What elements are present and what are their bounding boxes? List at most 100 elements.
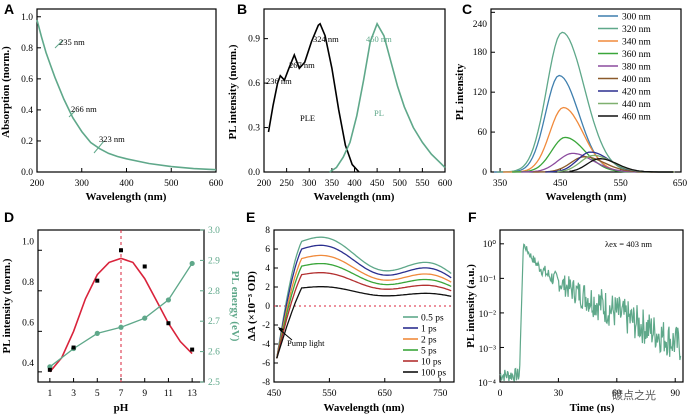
x-tick-label: 300 — [75, 179, 90, 189]
x-tick-label: 9 — [142, 389, 147, 399]
y-axis-title-e: ΔA (×10⁻³ OD) — [246, 271, 258, 341]
x-tick-label: 500 — [393, 179, 408, 189]
panel-f: F 0 30 60 90 10⁰ 10⁻¹ 10⁻² 10⁻³ 10⁻⁴ Tim… — [465, 209, 684, 414]
panel-a: A 200 300 400 500 600 0.0 0.2 0.4 0.6 0.… — [0, 1, 223, 203]
annotation-323: 323 nm — [99, 134, 125, 144]
x-tick-label: 60 — [612, 389, 622, 399]
annotation-leader — [68, 110, 76, 118]
legend-label: 460 nm — [622, 113, 651, 123]
y-tick-label: 0.8 — [21, 44, 33, 54]
y-tick-label: 10⁻⁴ — [478, 379, 497, 389]
x-tick-label: 300 — [302, 179, 317, 189]
pl-label: PL — [374, 108, 384, 118]
y-tick-label: 0.8 — [22, 278, 34, 288]
plot-frame-d — [37, 229, 205, 383]
y-tick-label: 10⁻² — [479, 310, 497, 320]
pl-line — [329, 21, 446, 173]
ticks-f — [499, 243, 676, 383]
excitation-label: λex = 403 nm — [605, 239, 652, 249]
intensity-point — [95, 278, 100, 283]
intensity-point — [142, 264, 147, 269]
x-tick-label: 550 — [415, 179, 430, 189]
y-tick-label: 0.6 — [21, 75, 33, 85]
transient-line — [276, 254, 452, 359]
y-tick-label: 1.0 — [22, 238, 34, 248]
legend-label: 340 nm — [622, 38, 651, 48]
legend-label: 320 nm — [622, 25, 651, 35]
x-tick-label: 200 — [257, 179, 272, 189]
transient-line — [276, 272, 452, 359]
x-tick-labels-f: 0 30 60 90 — [498, 389, 681, 399]
y-tick-label: 180 — [473, 48, 488, 58]
annotation-266: 266 nm — [71, 104, 97, 114]
absorption-line — [36, 19, 217, 171]
x-tick-label: 350 — [493, 179, 508, 189]
y-tick-label: 0.6 — [248, 79, 260, 89]
annotation-leader — [93, 140, 105, 154]
panel-label-c: C — [462, 1, 472, 17]
y-tick-label: 0 — [265, 302, 270, 312]
ticks-a — [36, 16, 217, 173]
annotation-324: 324 nm — [313, 34, 339, 44]
series-d — [47, 230, 195, 382]
y-tick-label: 0.0 — [21, 168, 33, 178]
y-tick-label: 0.0 — [248, 168, 260, 178]
y-tick-label: 6 — [265, 245, 270, 255]
y-axis-title-b: PL intensity (norm.) — [227, 44, 239, 139]
ple-line — [267, 22, 360, 173]
energy-point — [189, 260, 195, 267]
x-tick-label: 1 — [48, 389, 53, 399]
plot-frame-a — [36, 8, 217, 173]
legend-label: 0.5 ps — [421, 314, 444, 324]
x-tick-label: 550 — [613, 179, 628, 189]
x-tick-label: 400 — [119, 179, 134, 189]
y-tick-labels-a: 0.0 0.2 0.4 0.6 0.8 1.0 — [21, 13, 33, 178]
x-axis-title-b: Wavelength (nm) — [314, 191, 395, 203]
watermark-text: 碳点之光 — [612, 388, 656, 402]
y-axis-title-f: PL intensity (a.u.) — [465, 264, 477, 348]
intensity-point — [166, 321, 171, 326]
x-axis-title-d: pH — [114, 402, 129, 414]
panel-label-e: E — [246, 209, 255, 225]
x-tick-label: 30 — [554, 389, 564, 399]
legend-label: 380 nm — [622, 63, 651, 73]
x-tick-labels-d: 1 3 5 7 9 11 13 — [48, 389, 198, 399]
y-tick-label: 10⁻¹ — [479, 275, 497, 285]
y-tick-label: 0.4 — [22, 359, 34, 369]
y-tick-label: 0.9 — [248, 35, 260, 45]
x-tick-label: 400 — [347, 179, 362, 189]
y-tick-label: 10⁻³ — [479, 345, 497, 355]
x-axis-title-e: Wavelength (nm) — [324, 402, 405, 414]
annotation-450: 450 nm — [366, 34, 392, 44]
x-tick-labels-a: 200 300 400 500 600 — [30, 179, 224, 189]
y2-tick-label: 2.8 — [208, 287, 220, 297]
legend-label: 100 ps — [421, 369, 446, 379]
x-tick-label: 650 — [378, 389, 393, 399]
x-tick-label: 750 — [433, 389, 448, 399]
annotation-235: 235 nm — [59, 37, 85, 47]
y-tick-label: 60 — [478, 128, 488, 138]
intensity-point — [190, 347, 195, 352]
y-axis-title-c: PL intensity — [454, 63, 466, 120]
legend-c: 300 nm 320 nm 340 nm 360 nm 380 nm 400 nm 420 … — [598, 13, 651, 123]
y-tick-label: -8 — [262, 378, 270, 388]
intensity-point — [71, 345, 76, 350]
x-tick-label: 200 — [30, 179, 45, 189]
ticks-b — [263, 38, 446, 173]
y2-axis-title-d: PL energy (eV) — [229, 271, 241, 342]
panel-label-d: D — [4, 209, 14, 225]
ticks-d — [38, 229, 204, 383]
y-tick-label: 0.4 — [21, 106, 33, 116]
y2-tick-label: 2.5 — [208, 378, 220, 388]
plot-frame-b — [263, 8, 446, 173]
y-tick-label: -2 — [262, 321, 270, 331]
y2-tick-label: 3.0 — [208, 226, 220, 236]
y-tick-label: 2 — [265, 283, 270, 293]
intensity-point — [119, 248, 123, 253]
annotation-267: 267 nm — [289, 60, 315, 70]
x-tick-label: 90 — [670, 389, 680, 399]
y-axis-title-a: Absorption (norm.) — [0, 46, 12, 138]
y-tick-label: 0 — [482, 168, 487, 178]
